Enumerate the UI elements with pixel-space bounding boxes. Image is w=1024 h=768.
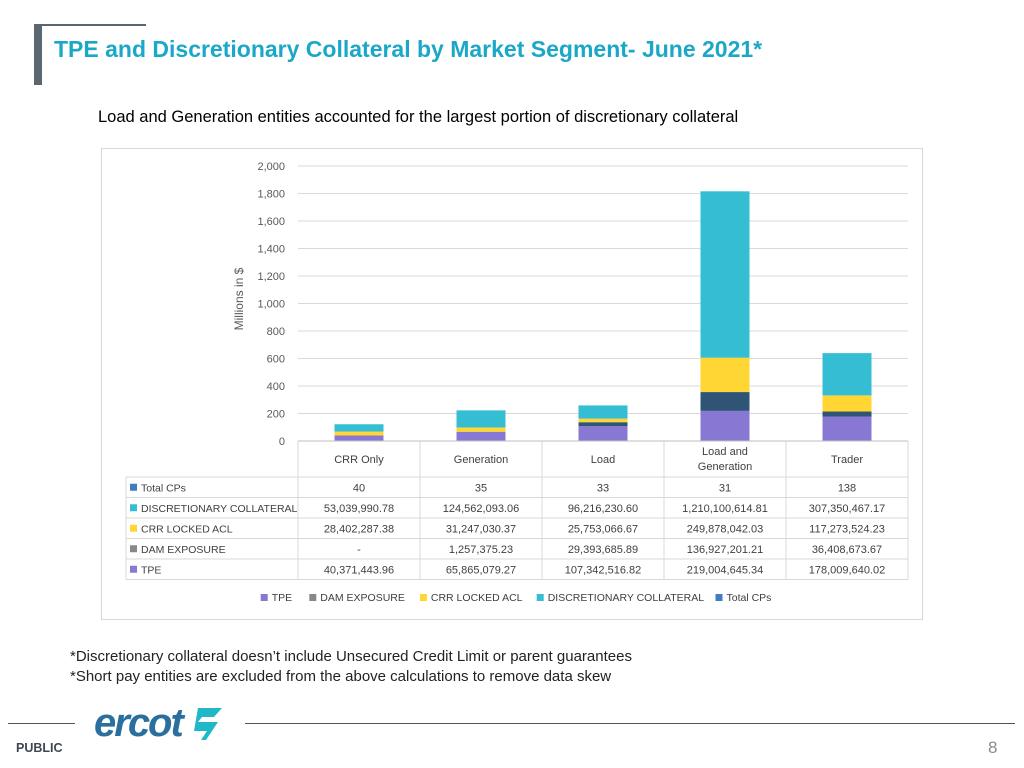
legend-label: Total CPs — [727, 592, 772, 604]
classification-label: PUBLIC — [16, 741, 63, 755]
footer-divider-left — [8, 723, 75, 724]
data-label: 136,927,201.21 — [687, 544, 763, 556]
bar-segment — [822, 353, 872, 396]
data-label: 219,004,645.34 — [687, 564, 763, 576]
data-label: 25,753,066.67 — [568, 523, 638, 535]
bar-segment — [578, 422, 628, 427]
bar-segment — [700, 357, 750, 393]
footer-divider-right — [245, 723, 1015, 724]
legend-swatch — [419, 594, 427, 601]
data-label: 124,562,093.06 — [443, 503, 519, 515]
table-legend-key — [130, 545, 137, 553]
footnote-discretionary: *Discretionary collateral doesn’t includ… — [70, 648, 632, 665]
legend-swatch — [536, 594, 544, 601]
data-label: 1,257,375.23 — [449, 544, 513, 556]
data-label: 65,865,079.27 — [446, 564, 516, 576]
bar-segment — [822, 416, 872, 441]
legend-label: DISCRETIONARY COLLATERAL — [548, 592, 705, 604]
data-label: 96,216,230.60 — [568, 503, 638, 515]
bar-segment — [456, 410, 506, 428]
bar-segment — [578, 405, 628, 419]
table-legend-key — [130, 504, 137, 512]
data-label: 53,039,990.78 — [324, 503, 394, 515]
bar-segment — [578, 426, 628, 441]
chart-frame: 0 200 400 600 800 1,000 1,200 1,400 1,600 1,800 2,… — [101, 148, 923, 620]
x-category-label: CRR Only — [334, 454, 384, 466]
bar-segment — [700, 191, 750, 358]
bar-segment — [334, 435, 384, 441]
bar-segment — [456, 427, 506, 432]
y-tick-label: 1,200 — [257, 271, 285, 283]
table-row-label: Total CPs — [141, 482, 186, 494]
table-legend-key — [130, 524, 137, 532]
data-label: 307,350,467.17 — [809, 503, 885, 515]
data-label: 29,393,685.89 — [568, 544, 638, 556]
bar-segment — [822, 411, 872, 417]
data-label: 31,247,030.37 — [446, 523, 516, 535]
stacked-bar-chart: 0 200 400 600 800 1,000 1,200 1,400 1,600 1,800 2,… — [125, 161, 909, 604]
y-tick-label: 1,000 — [257, 299, 285, 311]
legend-label: CRR LOCKED ACL — [431, 592, 523, 604]
x-category-label: Trader — [831, 454, 863, 466]
title-accent-bar — [34, 24, 42, 85]
data-label: 178,009,640.02 — [809, 564, 885, 576]
y-tick-label: 1,800 — [257, 189, 285, 201]
x-category-label: Load — [591, 454, 615, 466]
y-tick-label: 200 — [267, 409, 285, 421]
data-label: 33 — [597, 482, 609, 494]
page-subtitle: Load and Generation entities accounted f… — [98, 108, 739, 126]
bar-segment — [822, 395, 872, 412]
ercot-logo-mark — [194, 708, 222, 740]
y-tick-label: 1,400 — [257, 244, 285, 256]
data-label: - — [357, 544, 361, 556]
bar-segment — [700, 410, 750, 441]
data-label: 35 — [475, 482, 487, 494]
bar-segment — [334, 431, 384, 436]
data-label: 138 — [838, 482, 856, 494]
data-label: 40 — [353, 482, 365, 494]
table-legend-key — [130, 483, 137, 491]
page-number: 8 — [988, 738, 998, 757]
legend-swatch — [260, 594, 268, 601]
table-row-label: DAM EXPOSURE — [141, 544, 226, 556]
y-tick-label: 600 — [267, 354, 285, 366]
table-row-label: DISCRETIONARY COLLATERAL — [141, 503, 298, 515]
data-label: 1,210,100,614.81 — [682, 503, 768, 515]
y-tick-label: 400 — [267, 381, 285, 393]
bar-segment — [334, 424, 384, 432]
y-tick-label: 1,600 — [257, 216, 285, 228]
bar-segment — [578, 418, 628, 423]
data-label: 249,878,042.03 — [687, 523, 763, 535]
ercot-logo-text: ercot — [94, 701, 185, 745]
bar-segment — [700, 392, 750, 411]
x-category-label: Generation — [454, 454, 508, 466]
y-tick-label: 0 — [279, 436, 285, 448]
footnote-short-pay: *Short pay entities are excluded from th… — [70, 668, 612, 685]
legend-label: DAM EXPOSURE — [320, 592, 405, 604]
data-label: 36,408,673.67 — [812, 544, 882, 556]
legend-swatch — [309, 594, 317, 601]
ercot-logo: ercot — [94, 701, 222, 745]
table-row-label: TPE — [141, 564, 161, 576]
legend-swatch — [715, 594, 723, 601]
bar-segment — [456, 431, 506, 441]
y-tick-label: 800 — [267, 326, 285, 338]
y-axis-label: Millions in $ — [232, 267, 246, 330]
data-label: 28,402,287.38 — [324, 523, 394, 535]
table-row-label: CRR LOCKED ACL — [141, 523, 233, 535]
data-label: 117,273,524.23 — [809, 523, 885, 535]
data-label: 31 — [719, 482, 731, 494]
x-category-label: Load and — [702, 446, 748, 458]
page-title: TPE and Discretionary Collateral by Mark… — [54, 36, 763, 62]
data-label: 107,342,516.82 — [565, 564, 641, 576]
x-category-label: Generation — [698, 461, 752, 473]
table-legend-key — [130, 565, 137, 573]
y-tick-label: 2,000 — [257, 161, 285, 173]
legend-label: TPE — [272, 592, 292, 604]
data-label: 40,371,443.96 — [324, 564, 394, 576]
title-accent-line — [42, 24, 146, 26]
